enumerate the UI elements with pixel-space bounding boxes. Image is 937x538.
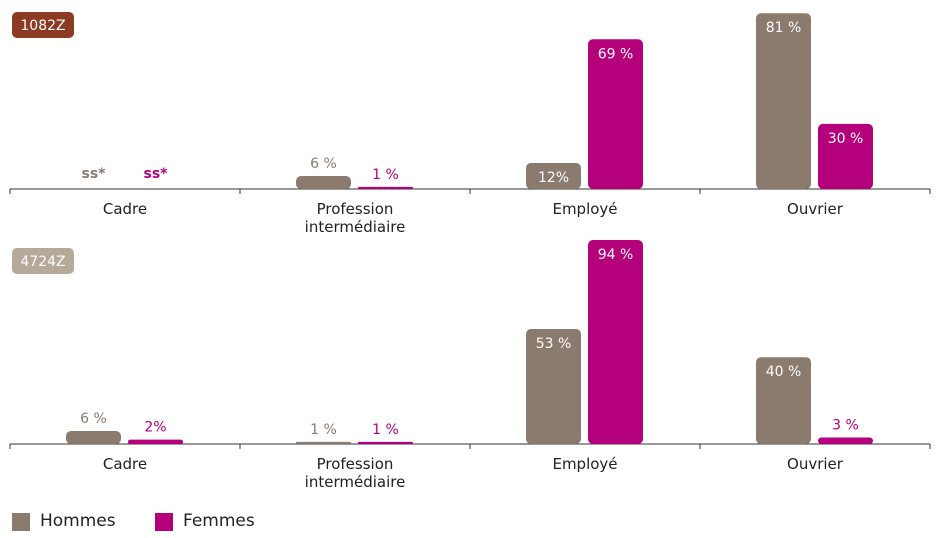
value-label: ss* — [82, 166, 107, 182]
x-tick-label: Profession intermédiaire — [304, 200, 406, 236]
bar — [818, 123, 873, 189]
badge-label: 1082Z — [20, 18, 65, 34]
value-label: 6 % — [80, 411, 107, 427]
value-label: 1 % — [310, 422, 337, 438]
x-tick-label: Profession intermédiaire — [304, 455, 406, 491]
x-tick-label: Employé — [552, 455, 618, 473]
bar — [756, 13, 811, 190]
value-label: 40 % — [766, 364, 802, 380]
bar — [588, 240, 643, 444]
bar — [358, 441, 413, 444]
value-label: 12% — [538, 170, 569, 186]
value-label: 53 % — [536, 336, 572, 352]
value-label: 6 % — [310, 156, 337, 172]
bar — [818, 437, 873, 444]
x-tick-label: Cadre — [102, 455, 148, 473]
bar — [66, 430, 121, 444]
value-label: 1 % — [372, 422, 399, 438]
legend-swatch — [12, 513, 30, 531]
value-label: ss* — [144, 166, 169, 182]
value-label: 81 % — [766, 20, 802, 36]
x-tick-label: Cadre — [102, 200, 148, 218]
value-label: 3 % — [832, 417, 859, 433]
bar — [296, 175, 351, 189]
badge — [12, 12, 74, 38]
value-label: 69 % — [598, 46, 634, 62]
bar — [358, 186, 413, 189]
value-label: 94 % — [598, 247, 634, 263]
bar — [296, 441, 351, 444]
legend-label: Femmes — [183, 511, 255, 531]
bar — [588, 39, 643, 189]
bar — [756, 357, 811, 444]
x-tick-label: Employé — [552, 200, 618, 218]
value-label: 2% — [144, 420, 166, 436]
bar — [128, 439, 183, 444]
value-label: 1 % — [372, 167, 399, 183]
legend-swatch — [155, 513, 173, 531]
x-tick-label: Ouvrier — [787, 200, 843, 218]
bar — [526, 162, 581, 189]
legend-label: Hommes — [40, 511, 116, 531]
bar — [526, 328, 581, 444]
badge — [12, 248, 74, 274]
value-label: 30 % — [828, 131, 864, 147]
badge-label: 4724Z — [20, 254, 65, 270]
x-tick-label: Ouvrier — [787, 455, 843, 473]
